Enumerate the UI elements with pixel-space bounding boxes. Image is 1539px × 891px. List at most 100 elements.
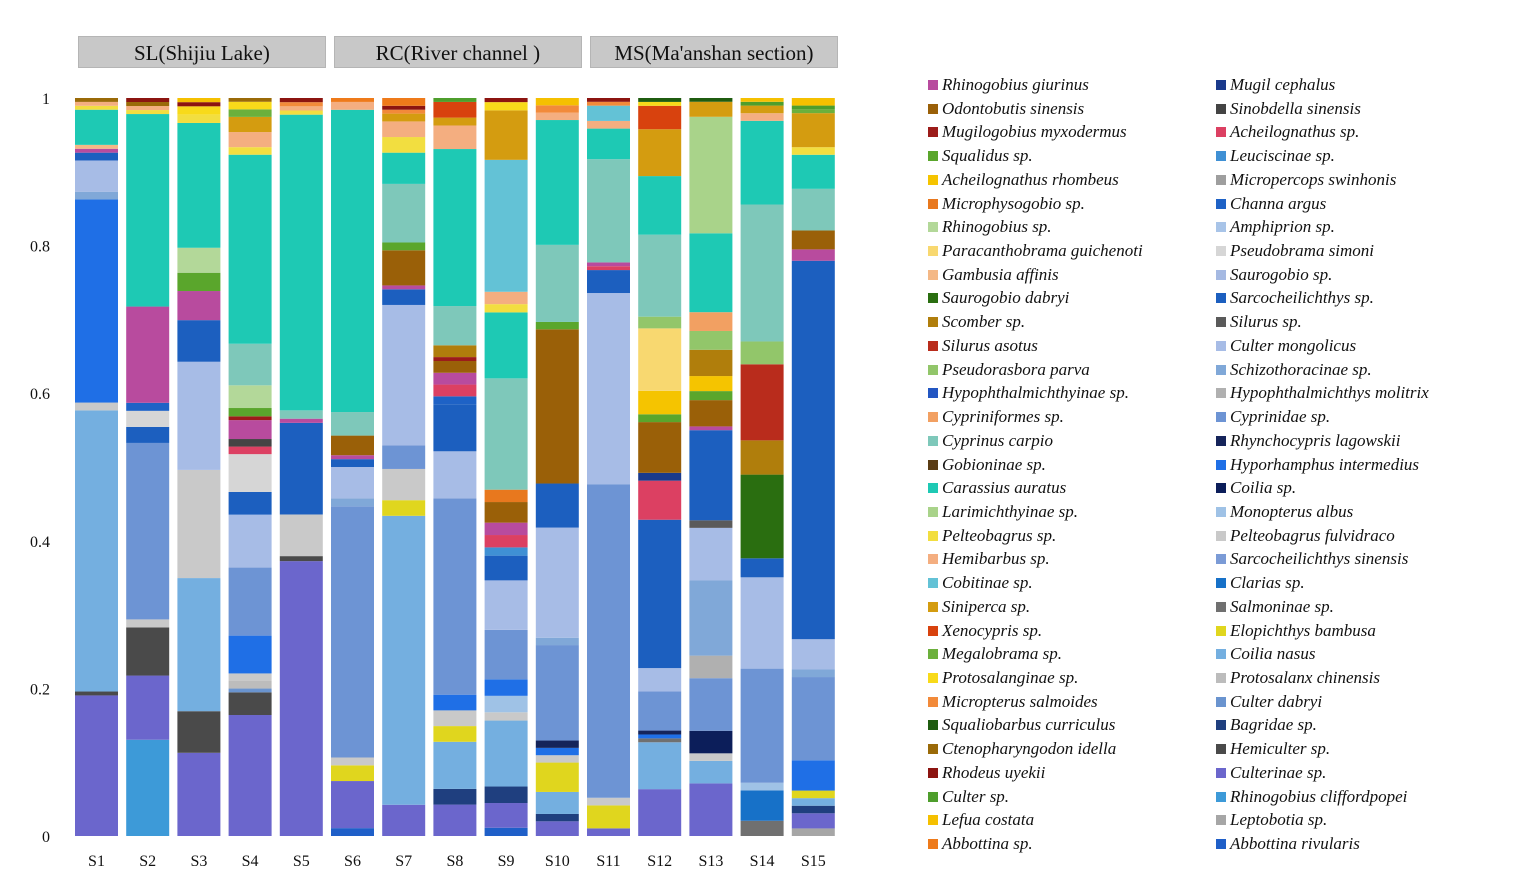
legend-swatch bbox=[1216, 673, 1226, 683]
bar-segment bbox=[689, 312, 733, 331]
legend-item: Siniperca sp. bbox=[928, 596, 1030, 618]
legend-swatch bbox=[928, 696, 938, 707]
legend-item: Pelteobagrus sp. bbox=[928, 525, 1056, 547]
legend-swatch bbox=[928, 649, 938, 660]
y-tick-label: 0.2 bbox=[30, 681, 50, 698]
bar-segment bbox=[740, 577, 784, 669]
bar-segment bbox=[382, 285, 426, 290]
legend-item: Sinobdella sinensis bbox=[1216, 98, 1361, 120]
bar-segment bbox=[535, 105, 579, 113]
legend-label: Larimichthyinae sp. bbox=[942, 501, 1078, 521]
bar-segment bbox=[484, 110, 528, 160]
legend-label: Rhynchocypris lagowskii bbox=[1230, 430, 1401, 450]
legend-item: Micropterus salmoides bbox=[928, 691, 1098, 713]
bar-segment bbox=[791, 828, 835, 836]
bar-segment bbox=[587, 484, 630, 798]
legend-swatch bbox=[928, 198, 938, 209]
legend-swatch bbox=[1216, 103, 1226, 114]
bar-segment bbox=[382, 304, 426, 446]
bar-segment bbox=[689, 426, 733, 431]
legend-item: Paracanthobrama guichenoti bbox=[928, 240, 1143, 262]
group-header: RC(River channel ) bbox=[334, 36, 582, 68]
bar-segment bbox=[791, 98, 835, 106]
bar-segment bbox=[740, 101, 784, 106]
bar-segment bbox=[535, 527, 579, 638]
legend-item: Mugilogobius myxodermus bbox=[928, 121, 1127, 143]
bar-segment bbox=[638, 414, 682, 423]
bar-S1 bbox=[75, 98, 118, 836]
bar-segment bbox=[382, 804, 426, 836]
bar-S15 bbox=[791, 98, 835, 836]
legend-swatch bbox=[1216, 340, 1226, 351]
legend-label: Culterinae sp. bbox=[1230, 762, 1327, 782]
bar-segment bbox=[791, 669, 835, 678]
bar-segment bbox=[740, 105, 784, 114]
legend-item: Gobioninae sp. bbox=[928, 454, 1046, 476]
bar-segment bbox=[689, 233, 733, 313]
bar-segment bbox=[126, 110, 170, 115]
legend-item: Micropercops swinhonis bbox=[1216, 169, 1396, 191]
bar-segment bbox=[740, 790, 784, 821]
bar-segment bbox=[791, 677, 835, 761]
bar-segment bbox=[740, 474, 784, 559]
legend-item: Pelteobagrus fulvidraco bbox=[1216, 525, 1395, 547]
x-tick-label: S6 bbox=[344, 853, 361, 870]
bar-segment bbox=[689, 376, 733, 392]
bar-segment bbox=[484, 547, 528, 556]
legend-item: Culter mongolicus bbox=[1216, 335, 1356, 357]
legend-label: Clarias sp. bbox=[1230, 573, 1305, 593]
bar-segment bbox=[535, 740, 579, 748]
legend-item: Gambusia affinis bbox=[928, 264, 1059, 286]
bar-segment bbox=[433, 384, 477, 397]
bar-segment bbox=[279, 556, 323, 562]
bar-segment bbox=[279, 98, 323, 103]
bar-segment bbox=[433, 357, 477, 362]
bar-segment bbox=[126, 402, 170, 411]
bar-segment bbox=[587, 159, 630, 263]
bar-segment bbox=[433, 117, 477, 126]
bar-segment bbox=[433, 726, 477, 742]
bar-segment bbox=[433, 451, 477, 499]
legend-label: Pseudorasbora parva bbox=[942, 359, 1090, 379]
bar-segment bbox=[126, 619, 170, 628]
bar-segment bbox=[587, 797, 630, 806]
legend-label: Channa argus bbox=[1230, 193, 1327, 213]
bar-S4 bbox=[228, 98, 272, 836]
bar-segment bbox=[228, 715, 272, 836]
bar-segment bbox=[228, 416, 272, 421]
legend-label: Siniperca sp. bbox=[942, 596, 1031, 616]
bar-segment bbox=[484, 159, 528, 292]
bar-segment bbox=[587, 828, 630, 836]
y-tick-label: 0 bbox=[42, 829, 50, 846]
bar-segment bbox=[433, 306, 477, 346]
legend-swatch bbox=[1216, 649, 1226, 660]
bar-segment bbox=[331, 467, 374, 499]
bar-segment bbox=[75, 105, 118, 110]
bar-segment bbox=[638, 738, 682, 743]
legend-label: Elopichthys bambusa bbox=[1230, 620, 1376, 640]
bar-segment bbox=[791, 790, 835, 799]
bar-segment bbox=[484, 679, 528, 696]
bar-segment bbox=[740, 820, 784, 836]
legend-item: Culterinae sp. bbox=[1216, 762, 1326, 784]
bar-segment bbox=[433, 396, 477, 405]
bar-segment bbox=[689, 330, 733, 350]
legend-swatch bbox=[1216, 412, 1226, 423]
bar-S7 bbox=[382, 98, 426, 836]
bar-segment bbox=[535, 645, 579, 741]
bar-segment bbox=[791, 249, 835, 261]
legend-swatch bbox=[1216, 80, 1226, 90]
bar-segment bbox=[484, 803, 528, 828]
bar-segment bbox=[331, 781, 374, 829]
legend-swatch bbox=[928, 815, 938, 826]
bar-segment bbox=[75, 402, 118, 411]
legend-label: Culter sp. bbox=[942, 786, 1010, 806]
legend-swatch bbox=[1216, 506, 1226, 517]
bar-segment bbox=[740, 668, 784, 783]
legend-label: Sinobdella sinensis bbox=[1230, 98, 1361, 118]
bar-segment bbox=[75, 191, 118, 200]
bar-segment bbox=[279, 114, 323, 411]
legend-item: Cobitinae sp. bbox=[928, 572, 1033, 594]
legend-swatch bbox=[1216, 246, 1226, 257]
bar-segment bbox=[228, 680, 272, 689]
